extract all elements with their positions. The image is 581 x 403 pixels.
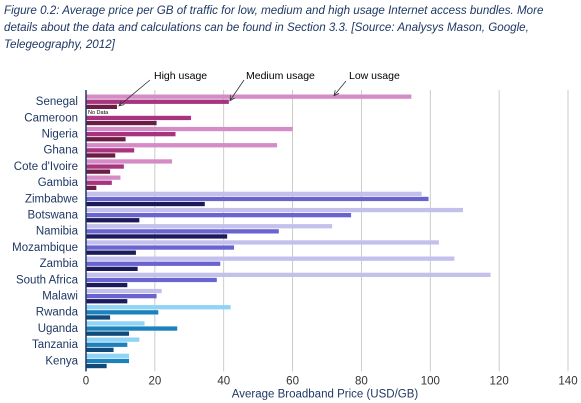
bar-medium-usage bbox=[86, 99, 229, 104]
bar-high-usage bbox=[86, 347, 114, 352]
bar-high-usage bbox=[86, 185, 97, 190]
bar-low-usage bbox=[86, 353, 130, 358]
figure-caption: Figure 0.2: Average price per GB of traf… bbox=[4, 4, 544, 51]
low-usage-label: Low usage bbox=[349, 70, 400, 82]
category-label: Kenya bbox=[45, 355, 78, 367]
x-axis-label: Average Broadband Price (USD/GB) bbox=[232, 388, 419, 400]
x-tick-label: 100 bbox=[421, 375, 440, 387]
bar-high-usage bbox=[86, 137, 126, 142]
bar-low-usage bbox=[86, 94, 412, 99]
category-label: Cote d'Ivoire bbox=[14, 161, 78, 173]
bar-high-usage bbox=[86, 234, 228, 239]
bar-high-usage bbox=[86, 250, 136, 255]
category-label: Gambia bbox=[38, 177, 79, 189]
bar-high-usage bbox=[86, 153, 116, 158]
bar-high-usage bbox=[86, 120, 157, 126]
category-label: Rwanda bbox=[36, 307, 79, 319]
bar-medium-usage bbox=[86, 180, 112, 185]
bar-low-usage bbox=[86, 175, 121, 180]
x-tick-label: 20 bbox=[148, 375, 161, 387]
bar-high-usage bbox=[86, 282, 128, 288]
x-tick-label: 140 bbox=[558, 375, 577, 387]
x-tick-labels: 0 20 40 60 80 100 120 140 bbox=[83, 375, 578, 387]
bar-high-usage bbox=[86, 315, 111, 320]
bar-medium-usage bbox=[86, 229, 279, 234]
category-label: Botswana bbox=[27, 210, 78, 222]
bar-low-usage bbox=[86, 240, 439, 245]
bar-medium-usage bbox=[86, 164, 124, 169]
bar-high-usage bbox=[86, 363, 107, 369]
bar-medium-usage bbox=[86, 358, 130, 364]
bar-low-usage bbox=[86, 288, 162, 294]
category-label: Mozambique bbox=[12, 242, 78, 254]
category-label: South Africa bbox=[16, 274, 79, 286]
bar-low-usage bbox=[86, 256, 455, 261]
series-annotations: High usage Medium usage Low usage bbox=[118, 70, 400, 107]
medium-usage-arrow bbox=[229, 79, 245, 102]
bar-low-usage bbox=[86, 191, 422, 196]
bar-high-usage bbox=[86, 218, 140, 223]
category-label: Uganda bbox=[38, 323, 79, 335]
bars bbox=[86, 94, 491, 369]
high-usage-arrow bbox=[118, 79, 151, 107]
bar-medium-usage bbox=[86, 196, 429, 202]
bar-high-usage bbox=[86, 299, 128, 304]
bar-medium-usage bbox=[86, 213, 352, 218]
bar-high-usage bbox=[86, 266, 138, 271]
category-label: Cameroon bbox=[24, 112, 78, 124]
bar-low-usage bbox=[86, 337, 140, 342]
bar-low-usage bbox=[86, 126, 293, 132]
x-tick-label: 120 bbox=[490, 375, 509, 387]
category-label: Zimbabwe bbox=[25, 193, 78, 205]
bar-medium-usage bbox=[86, 342, 128, 347]
bar-low-usage bbox=[86, 305, 231, 310]
category-label: Nigeria bbox=[42, 129, 79, 141]
category-labels: Senegal Cameroon Nigeria Ghana Cote d'Ivoire… bbox=[12, 96, 78, 367]
bar-medium-usage bbox=[86, 326, 178, 331]
low-usage-arrow bbox=[333, 80, 347, 97]
bar-high-usage bbox=[86, 169, 111, 174]
category-label: Zambia bbox=[40, 258, 79, 270]
bar-low-usage bbox=[86, 224, 333, 229]
category-label: Senegal bbox=[36, 96, 78, 108]
category-label: Tanzania bbox=[32, 339, 79, 351]
bar-medium-usage bbox=[86, 245, 235, 250]
bar-low-usage bbox=[86, 143, 278, 148]
x-tick-label: 40 bbox=[217, 375, 230, 387]
bar-medium-usage bbox=[86, 115, 192, 121]
bar-low-usage bbox=[86, 272, 491, 277]
bar-low-usage bbox=[86, 321, 145, 326]
category-label: Namibia bbox=[36, 226, 79, 238]
bar-high-usage bbox=[86, 201, 205, 207]
bar-low-usage bbox=[86, 207, 463, 213]
high-usage-label: High usage bbox=[154, 70, 207, 82]
category-label: Malawi bbox=[42, 291, 78, 303]
x-tick-label: 80 bbox=[355, 375, 368, 387]
bar-medium-usage bbox=[86, 310, 159, 315]
category-label: Ghana bbox=[43, 145, 78, 157]
medium-usage-label: Medium usage bbox=[246, 70, 315, 82]
no-data-annotation: No Data bbox=[88, 110, 109, 116]
bar-low-usage bbox=[86, 159, 173, 164]
bar-medium-usage bbox=[86, 261, 221, 266]
x-tick-label: 0 bbox=[83, 375, 89, 387]
bar-medium-usage bbox=[86, 277, 217, 283]
bar-high-usage bbox=[86, 104, 117, 109]
bar-medium-usage bbox=[86, 148, 135, 153]
bar-medium-usage bbox=[86, 132, 176, 137]
x-tick-label: 60 bbox=[286, 375, 299, 387]
bar-high-usage bbox=[86, 331, 130, 336]
bar-medium-usage bbox=[86, 294, 157, 299]
